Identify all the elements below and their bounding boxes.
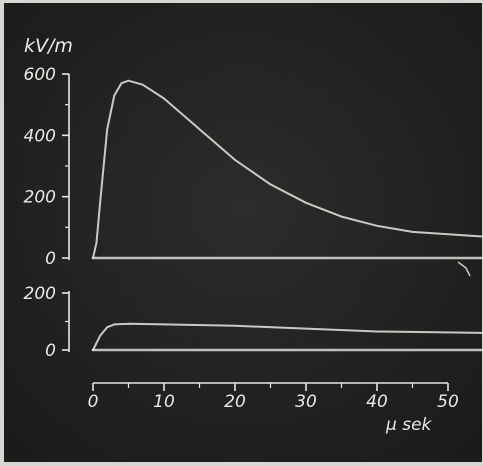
upper-y-tick-label: 200 bbox=[24, 188, 56, 208]
lower-series-1 bbox=[92, 322, 483, 351]
x-tick-label: 50 bbox=[437, 392, 459, 412]
upper-y-tick-label: 0 bbox=[45, 249, 56, 269]
lower-y-tick-label: 0 bbox=[45, 341, 56, 361]
upper-series-1 bbox=[92, 79, 483, 259]
x-tick-label: 10 bbox=[153, 392, 175, 412]
scratch-mark bbox=[457, 261, 471, 277]
photo-background bbox=[4, 3, 482, 462]
upper-y-tick-label: 600 bbox=[24, 65, 56, 85]
x-tick-label: 20 bbox=[224, 392, 246, 412]
lower-y-tick-label: 200 bbox=[24, 284, 56, 304]
x-tick-label: 0 bbox=[88, 392, 99, 412]
x-axis-label: μ sek bbox=[385, 415, 433, 435]
upper-y-axis-label: kV/m bbox=[24, 35, 73, 57]
x-tick-label: 40 bbox=[366, 392, 388, 412]
x-tick-label: 30 bbox=[295, 392, 317, 412]
upper-y-tick-label: 400 bbox=[24, 126, 56, 146]
